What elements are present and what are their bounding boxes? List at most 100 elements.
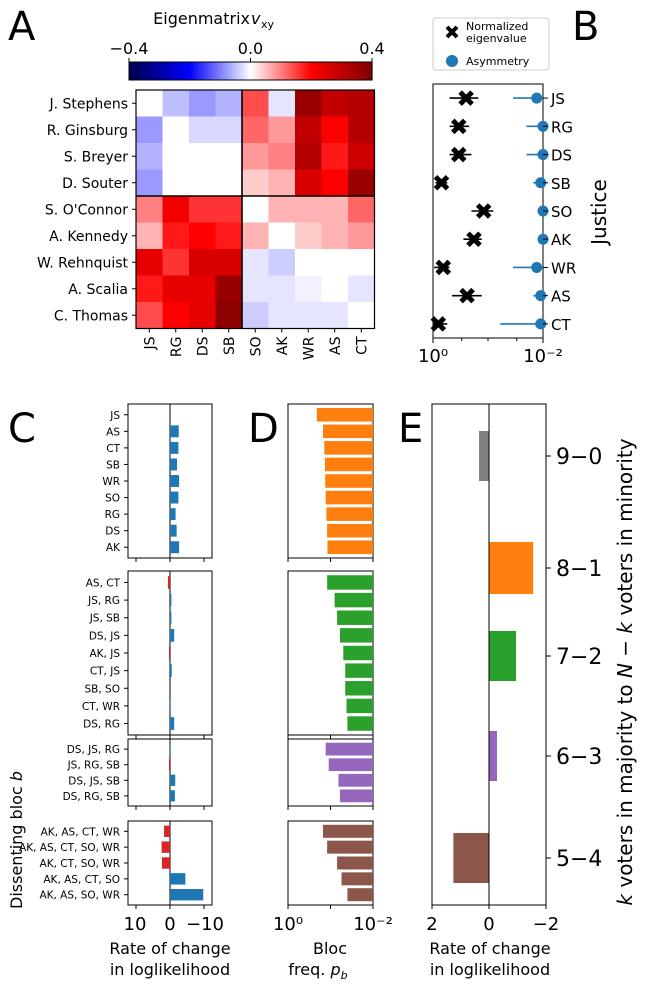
heatmap-cell — [321, 116, 349, 144]
point-asymmetry — [531, 92, 543, 104]
bar-rate-of-change — [170, 475, 180, 487]
point-normalized-eigenvalue — [451, 118, 467, 135]
colorbar-segment — [247, 62, 252, 80]
heatmap-cell — [189, 169, 216, 197]
heatmap-cell — [215, 222, 243, 250]
bar-bloc-frequency — [316, 407, 373, 422]
bar-rate-of-change — [170, 458, 177, 471]
bar-bloc-frequency — [343, 645, 373, 661]
bar-bloc-frequency — [327, 575, 373, 590]
bar-bloc-frequency — [327, 840, 373, 854]
x-tick-label: 10⁰ — [418, 346, 448, 367]
bar-bloc-frequency — [345, 663, 373, 678]
category-label: AS — [551, 288, 571, 306]
category-label: SB, SO — [85, 683, 120, 695]
colorbar-segment — [311, 62, 315, 80]
panel-label-e: E — [398, 406, 423, 452]
category-label: AK, AS, CT, SO — [43, 874, 120, 886]
heatmap-row-label: W. Rehnquist — [37, 255, 129, 271]
heatmap-cell — [295, 249, 322, 276]
heatmap-cell — [295, 90, 322, 117]
colorbar-segment — [226, 62, 230, 80]
colorbar-segment — [165, 62, 170, 80]
colorbar-segment — [283, 62, 288, 80]
category-label: WR — [102, 476, 120, 488]
colorbar-title: Eigenmatrix — [153, 9, 250, 28]
colorbar-segment — [356, 62, 361, 80]
heatmap-cell — [162, 222, 190, 250]
colorbar-segment — [201, 62, 206, 80]
category-label: AK — [106, 542, 121, 554]
bar-bloc-frequency — [341, 872, 373, 886]
heatmap-cell — [348, 222, 375, 250]
colorbar-segment — [293, 62, 297, 80]
heatmap-col-label: DS — [195, 336, 211, 356]
legend-marker-x — [445, 25, 459, 39]
heatmap-cell — [321, 196, 349, 223]
colorbar-segment — [302, 62, 306, 80]
heatmap-col-label: RG — [169, 337, 185, 358]
colorbar-segment — [177, 62, 182, 80]
heatmap-cell — [295, 222, 322, 250]
colorbar-segment — [144, 62, 148, 80]
heatmap-cell — [215, 249, 243, 276]
heatmap-cell — [189, 249, 216, 276]
heatmap-cell — [162, 196, 190, 223]
bar-bloc-frequency — [323, 424, 373, 439]
colorbar-segment — [159, 62, 164, 80]
legend-box — [432, 17, 550, 71]
heatmap-cell — [215, 196, 243, 223]
heatmap-cell — [242, 116, 269, 144]
heatmap-cell — [295, 302, 322, 329]
bar-bloc-frequency — [326, 507, 373, 521]
heatmap-cell — [162, 275, 190, 303]
x-axis-label: Rate of change — [429, 939, 550, 958]
x-tick-label: 0 — [483, 914, 494, 935]
colorbar-segment — [317, 62, 321, 80]
bar-bloc-frequency — [327, 523, 373, 538]
heatmap-cell — [348, 249, 375, 276]
heatmap-cell — [189, 196, 216, 223]
bar-rate-of-change — [168, 759, 170, 771]
colorbar-segment — [207, 62, 212, 80]
heatmap-col-label: AS — [328, 336, 344, 355]
colorbar-segment — [132, 62, 136, 80]
bar-rate-of-change — [161, 841, 170, 853]
category-label: AK, JS — [89, 648, 120, 660]
category-label: 8−1 — [556, 557, 602, 582]
heatmap-cell — [162, 116, 190, 144]
category-label: CT, JS — [90, 666, 121, 678]
colorbar-segment — [353, 62, 358, 80]
heatmap-cell — [268, 302, 296, 329]
colorbar-segment — [299, 62, 303, 80]
colorbar-segment — [323, 62, 328, 80]
y-axis-label: Dissenting bloc b — [7, 771, 26, 909]
heatmap-col-label: SB — [222, 337, 238, 356]
bar-bloc-frequency — [345, 681, 373, 696]
heatmap-cell — [242, 90, 269, 117]
bar-bloc-frequency — [334, 592, 373, 608]
heatmap-cell — [268, 196, 296, 223]
heatmap-cell — [162, 90, 190, 117]
heatmap-cell — [268, 275, 296, 303]
heatmap-cell — [189, 302, 216, 329]
category-label: DS, RG, SB — [63, 791, 120, 803]
colorbar-segment — [153, 62, 157, 80]
category-label: DS — [551, 147, 572, 165]
bar-bloc-frequency — [327, 540, 373, 555]
point-asymmetry — [531, 261, 543, 273]
y-axis-label: Justice — [587, 179, 611, 247]
colorbar-segment — [129, 62, 133, 80]
colorbar-segment — [223, 62, 227, 80]
heatmap-row-label: D. Souter — [62, 176, 128, 192]
heatmap-cell — [348, 143, 375, 170]
colorbar-tick-label: 0.0 — [238, 39, 263, 58]
point-normalized-eigenvalue — [435, 259, 452, 276]
heatmap-cell — [242, 222, 269, 250]
heatmap-cell — [215, 90, 243, 117]
bar-bloc-frequency — [337, 610, 373, 625]
colorbar-segment — [253, 62, 258, 80]
heatmap-cell — [348, 275, 375, 303]
heatmap-row-label: A. Kennedy — [49, 229, 128, 245]
heatmap-col-label: JS — [142, 336, 158, 350]
